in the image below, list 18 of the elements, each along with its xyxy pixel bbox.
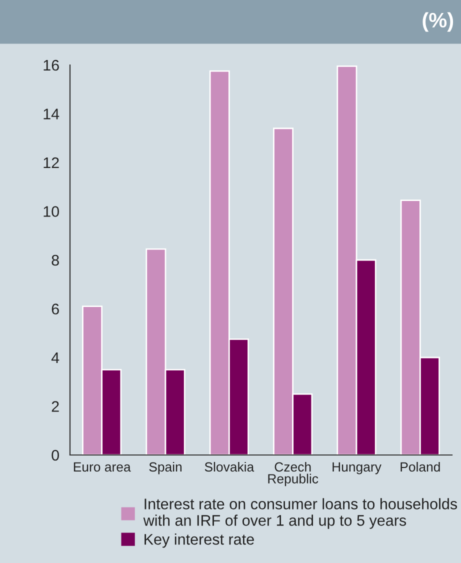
y-tick-label: 12	[44, 157, 59, 168]
y-tick-label: 6	[52, 304, 59, 314]
legend-label: Interest rate on consumer loans to households with an IRF of over 1 and up to 5 years	[143, 498, 458, 529]
y-tick-label: 8	[52, 254, 59, 266]
y-tick-label: 16	[44, 60, 59, 71]
legend-label: Key interest rate	[144, 534, 254, 548]
y-tick-label: 2	[52, 401, 59, 412]
x-tick-label: Spain	[149, 462, 182, 474]
chart-title: (%)	[422, 12, 454, 32]
x-tick-label: Slovakia	[204, 462, 254, 472]
x-tick-label: Euro area	[74, 462, 131, 472]
x-tick-label: Hungary	[332, 462, 382, 474]
x-tick-label: Poland	[400, 462, 440, 472]
y-tick-label: 10	[44, 206, 59, 217]
y-tick-label: 4	[51, 352, 60, 364]
y-tick-label: 0	[52, 450, 59, 461]
y-tick-label: 14	[44, 108, 60, 120]
x-tick-label: Czech Republic	[268, 462, 318, 486]
